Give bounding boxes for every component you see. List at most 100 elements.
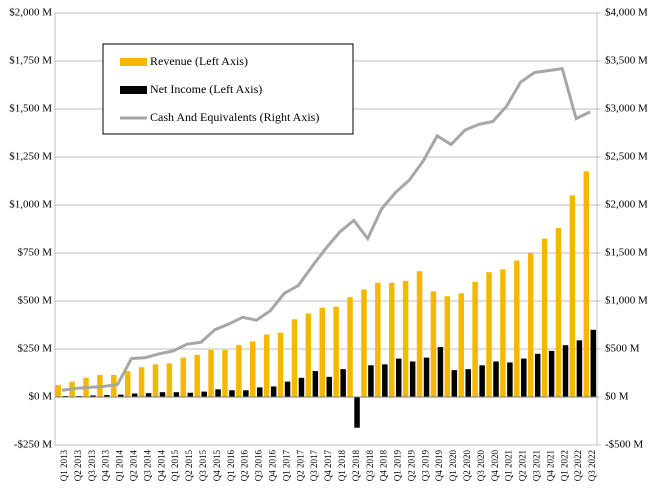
bar — [590, 329, 597, 397]
x-tick-label: Q2 2014 — [128, 450, 138, 482]
bar — [507, 362, 513, 397]
bar — [368, 365, 374, 397]
bar — [222, 349, 228, 397]
bar — [541, 238, 548, 397]
bar — [166, 363, 173, 397]
y2-tick-label: $4,000 M — [605, 7, 648, 19]
bar — [423, 357, 430, 397]
bar — [124, 371, 131, 397]
x-tick-label: Q3 2015 — [198, 450, 208, 482]
y-tick-label: $1,500 M — [9, 103, 52, 115]
bar — [569, 195, 576, 397]
bar — [354, 397, 360, 428]
bar — [361, 289, 367, 397]
bar — [187, 392, 194, 397]
x-tick-label: Q4 2019 — [434, 450, 444, 482]
legend-swatch — [120, 58, 147, 66]
bar — [500, 269, 506, 397]
bar — [430, 291, 437, 397]
y-tick-label: -$250 M — [14, 439, 52, 451]
bar — [55, 385, 61, 397]
bar — [576, 340, 583, 397]
x-tick-label: Q2 2018 — [351, 450, 361, 482]
bar — [521, 358, 527, 397]
y-tick-label: $1,250 M — [9, 151, 52, 163]
x-tick-label: Q4 2014 — [156, 450, 166, 482]
x-tick-label: Q2 2021 — [518, 450, 528, 481]
y2-tick-label: $2,000 M — [605, 199, 648, 211]
y-tick-label: $250 M — [17, 343, 52, 355]
bar — [514, 260, 520, 397]
bar — [277, 332, 284, 397]
y2-tick-label: $1,500 M — [605, 247, 648, 259]
bar — [180, 357, 187, 397]
bar — [333, 306, 339, 397]
y2-tick-label: $3,500 M — [605, 55, 648, 67]
bar — [465, 369, 471, 397]
bar — [201, 391, 207, 397]
bar — [305, 313, 312, 397]
bar — [118, 394, 124, 397]
bar — [555, 228, 562, 397]
x-tick-label: Q2 2022 — [573, 450, 583, 481]
bar — [437, 347, 444, 397]
bar — [340, 369, 346, 397]
bar — [159, 392, 166, 397]
bar — [444, 296, 451, 397]
y-tick-label: $2,000 M — [9, 7, 52, 19]
x-tick-label: Q3 2014 — [142, 450, 152, 482]
bar — [173, 392, 180, 397]
bar — [90, 395, 96, 397]
x-tick-label: Q4 2016 — [267, 450, 277, 482]
bar — [194, 354, 200, 397]
bar — [131, 393, 138, 397]
x-tick-label: Q4 2013 — [101, 450, 111, 482]
bar — [236, 345, 242, 397]
x-tick-label: Q3 2019 — [420, 450, 430, 482]
x-tick-label: Q2 2017 — [295, 450, 305, 482]
bar — [250, 341, 256, 397]
bar — [326, 376, 332, 397]
x-tick-label: Q1 2014 — [115, 450, 125, 482]
x-tick-label: Q1 2022 — [559, 450, 569, 481]
y2-tick-label: $0 M — [605, 391, 629, 403]
x-tick-label: Q4 2018 — [379, 450, 389, 482]
x-tick-label: Q2 2020 — [462, 450, 472, 482]
y2-tick-label: $500 M — [605, 343, 640, 355]
y2-tick-label: $3,000 M — [605, 103, 648, 115]
x-tick-label: Q1 2017 — [281, 450, 291, 482]
bar — [270, 386, 277, 397]
bar — [458, 293, 464, 397]
bar — [284, 381, 291, 397]
bar — [145, 393, 152, 397]
bar — [215, 389, 221, 397]
x-tick-label: Q2 2019 — [406, 450, 416, 482]
y2-tick-label: $1,000 M — [605, 295, 648, 307]
bar — [409, 361, 416, 397]
bar — [257, 387, 263, 397]
y-tick-label: $1,000 M — [9, 199, 52, 211]
bar — [104, 395, 110, 397]
bar — [451, 370, 458, 397]
bar — [375, 282, 381, 397]
y-tick-label: $750 M — [17, 247, 52, 259]
x-tick-label: Q3 2017 — [309, 450, 319, 482]
bar — [416, 271, 423, 397]
bar — [138, 367, 145, 397]
bar — [319, 307, 325, 397]
bar — [527, 253, 534, 397]
bar — [229, 390, 235, 397]
bar — [562, 345, 569, 397]
y-tick-label: $1,750 M — [9, 55, 52, 67]
x-tick-label: Q1 2013 — [59, 450, 69, 482]
x-tick-label: Q1 2020 — [448, 450, 458, 482]
x-tick-label: Q3 2016 — [254, 450, 264, 482]
x-tick-label: Q1 2021 — [504, 450, 514, 481]
legend-label: Net Income (Left Axis) — [150, 82, 262, 96]
x-tick-label: Q1 2019 — [393, 450, 403, 482]
bar — [152, 364, 159, 397]
y2-tick-label: $2,500 M — [605, 151, 648, 163]
bar — [208, 349, 214, 397]
bar — [388, 282, 395, 397]
